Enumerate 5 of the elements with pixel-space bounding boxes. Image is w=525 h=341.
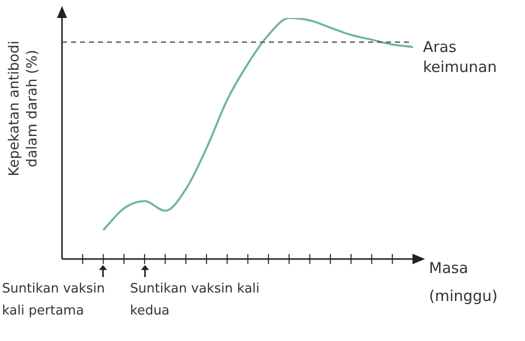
y-axis-title: Kepekatan antibodi dalam darah (%) (6, 40, 41, 176)
x-axis-title: Masa (minggu) (429, 258, 498, 305)
text: Suntikan vaksin kali kedua (130, 281, 260, 318)
ref-line-label: Aras keimunan (423, 38, 497, 76)
text: Suntikan vaksin kali pertama (2, 281, 105, 318)
